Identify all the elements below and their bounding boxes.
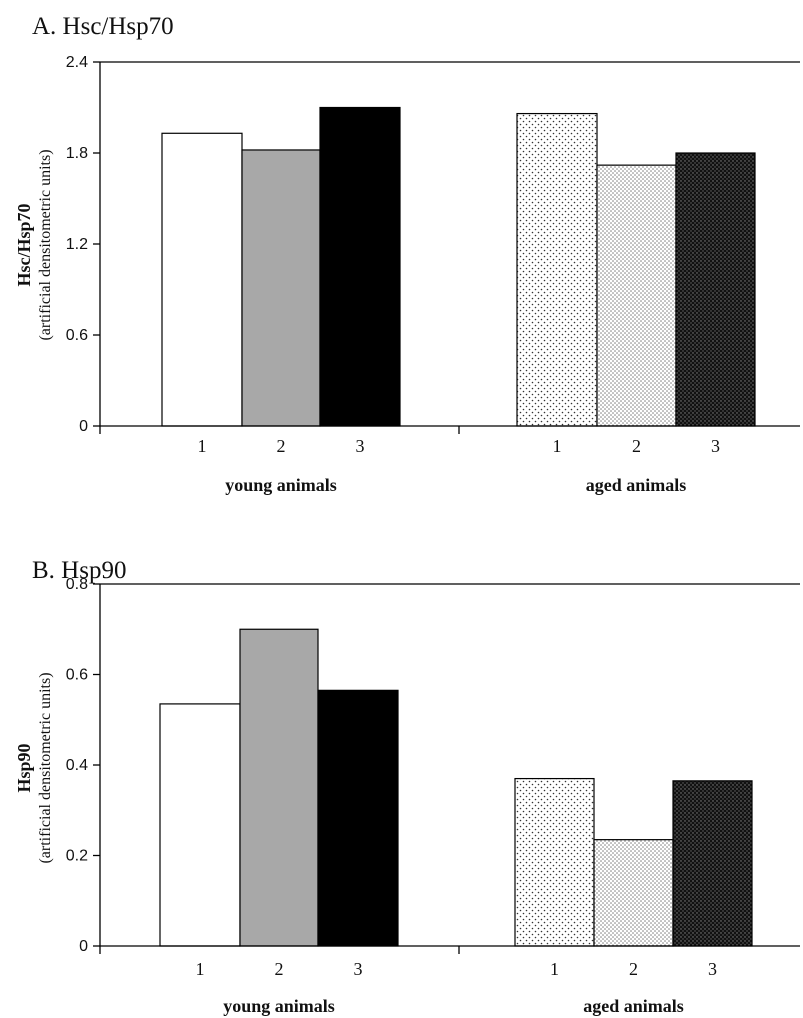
group-label: aged animals <box>586 475 687 495</box>
y-tick-label: 2.4 <box>66 54 88 71</box>
y-axis-label-sub: (artificial densitometric units) <box>37 672 54 863</box>
y-axis-label-sub: (artificial densitometric units) <box>37 149 54 340</box>
group-label: young animals <box>223 996 335 1016</box>
y-tick-label: 0.6 <box>66 667 88 684</box>
group-label: aged animals <box>583 996 684 1016</box>
y-axis-label-main: Hsp90 <box>14 743 34 792</box>
group-label: young animals <box>225 475 337 495</box>
bar <box>672 780 753 947</box>
bar <box>593 839 674 947</box>
group-labels: young animals aged animals <box>225 475 686 495</box>
y-tick-label: 0.4 <box>66 757 88 774</box>
y-tick-label: 0.2 <box>66 848 88 865</box>
y-axis-ticks: 0 0.2 0.4 0.6 0.8 <box>66 576 100 955</box>
group-labels: young animals aged animals <box>223 996 684 1016</box>
axes <box>99 583 800 954</box>
bar <box>241 149 321 427</box>
y-tick-label: 0.8 <box>66 576 88 593</box>
x-tick-label: 1 <box>553 436 562 456</box>
x-tick-label: 1 <box>550 959 559 979</box>
y-tick-label: 0 <box>79 938 88 955</box>
chart-title: A. Hsc/Hsp70 <box>32 13 174 40</box>
axes <box>99 61 800 434</box>
x-tick-label: 3 <box>711 436 720 456</box>
y-tick-label: 1.2 <box>66 236 88 253</box>
bar <box>317 689 399 947</box>
bar <box>161 132 243 427</box>
bars <box>161 106 756 427</box>
bars <box>159 628 753 947</box>
y-axis-label: Hsc/Hsp70 (artificial densitometric unit… <box>14 149 54 340</box>
y-tick-label: 0 <box>79 418 88 435</box>
x-axis-ticks: 1 2 3 1 2 3 <box>196 959 718 979</box>
bar <box>596 164 677 427</box>
bar <box>675 152 756 427</box>
bar <box>159 703 241 947</box>
chart-panel-hsp90: B. Hsp90 Hsp90 (artificial densitometric… <box>14 557 800 1016</box>
x-tick-label: 2 <box>275 959 284 979</box>
x-tick-label: 3 <box>708 959 717 979</box>
bar <box>514 777 595 947</box>
bar <box>239 628 319 947</box>
x-tick-label: 1 <box>198 436 207 456</box>
y-axis-label-main: Hsc/Hsp70 <box>14 203 34 286</box>
x-tick-label: 1 <box>196 959 205 979</box>
chart-panel-hsc-hsp70: A. Hsc/Hsp70 Hsc/Hsp70 (artificial densi… <box>14 13 800 495</box>
bar <box>516 112 598 427</box>
x-tick-label: 2 <box>629 959 638 979</box>
x-tick-label: 2 <box>277 436 286 456</box>
y-axis-label: Hsp90 (artificial densitometric units) <box>14 672 54 863</box>
x-tick-label: 3 <box>356 436 365 456</box>
x-tick-label: 3 <box>354 959 363 979</box>
y-axis-ticks: 0 0.6 1.2 1.8 2.4 <box>66 54 100 435</box>
bar <box>319 106 401 427</box>
x-tick-label: 2 <box>632 436 641 456</box>
y-tick-label: 1.8 <box>66 145 88 162</box>
chart-title: B. Hsp90 <box>32 557 126 584</box>
x-axis-ticks: 1 2 3 1 2 3 <box>198 436 721 456</box>
y-tick-label: 0.6 <box>66 327 88 344</box>
